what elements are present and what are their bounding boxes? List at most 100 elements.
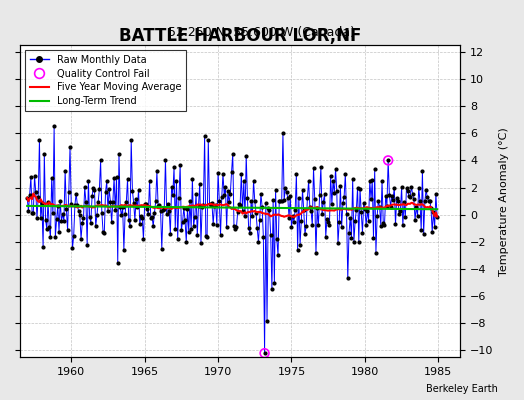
Point bbox=[291, 207, 299, 213]
Point bbox=[359, 200, 368, 206]
Point bbox=[161, 156, 170, 163]
Point bbox=[392, 195, 401, 201]
Point bbox=[174, 195, 183, 201]
Point bbox=[117, 212, 126, 218]
Point bbox=[59, 211, 67, 218]
Point bbox=[297, 218, 305, 224]
Point bbox=[283, 195, 292, 202]
Point bbox=[352, 207, 361, 213]
Point bbox=[384, 157, 392, 164]
Point bbox=[265, 207, 274, 213]
Point bbox=[116, 204, 124, 211]
Point bbox=[416, 198, 424, 204]
Point bbox=[126, 223, 134, 229]
Point bbox=[390, 184, 398, 191]
Point bbox=[230, 223, 238, 229]
Point bbox=[27, 174, 35, 180]
Point bbox=[258, 204, 266, 210]
Point bbox=[48, 175, 56, 182]
Point bbox=[158, 246, 166, 252]
Point bbox=[44, 199, 52, 205]
Point bbox=[203, 234, 211, 240]
Point bbox=[346, 214, 354, 221]
Point bbox=[238, 208, 247, 214]
Point bbox=[351, 218, 359, 225]
Point bbox=[433, 214, 441, 220]
Point bbox=[184, 229, 193, 235]
Point bbox=[413, 213, 422, 219]
Point bbox=[23, 195, 31, 201]
Point bbox=[325, 222, 334, 229]
Point bbox=[128, 188, 137, 194]
Point bbox=[195, 180, 204, 187]
Point bbox=[234, 209, 242, 216]
Point bbox=[208, 200, 216, 207]
Point bbox=[301, 230, 309, 237]
Point bbox=[391, 221, 400, 228]
Point bbox=[147, 215, 155, 222]
Point bbox=[88, 193, 96, 200]
Point bbox=[368, 177, 376, 184]
Point bbox=[298, 186, 307, 193]
Point bbox=[180, 205, 188, 211]
Point bbox=[302, 223, 310, 230]
Point bbox=[68, 245, 77, 252]
Point bbox=[170, 164, 178, 170]
Point bbox=[89, 185, 97, 191]
Point bbox=[24, 208, 32, 214]
Point bbox=[432, 190, 440, 197]
Point bbox=[410, 196, 418, 203]
Point bbox=[181, 217, 189, 224]
Point bbox=[296, 241, 304, 248]
Point bbox=[378, 178, 386, 184]
Point bbox=[92, 223, 100, 229]
Legend: Raw Monthly Data, Quality Control Fail, Five Year Moving Average, Long-Term Tren: Raw Monthly Data, Quality Control Fail, … bbox=[25, 50, 186, 111]
Point bbox=[356, 186, 364, 192]
Point bbox=[412, 204, 420, 210]
Point bbox=[217, 194, 226, 200]
Y-axis label: Temperature Anomaly (°C): Temperature Anomaly (°C) bbox=[499, 127, 509, 276]
Point bbox=[236, 202, 244, 208]
Point bbox=[285, 215, 293, 221]
Point bbox=[38, 200, 46, 206]
Point bbox=[178, 218, 187, 225]
Point bbox=[418, 168, 427, 174]
Point bbox=[90, 187, 99, 193]
Point bbox=[202, 232, 210, 239]
Point bbox=[389, 197, 397, 203]
Point bbox=[162, 210, 171, 217]
Point bbox=[194, 202, 203, 209]
Point bbox=[104, 207, 112, 214]
Point bbox=[287, 224, 296, 230]
Point bbox=[209, 221, 217, 228]
Point bbox=[136, 220, 144, 227]
Point bbox=[341, 171, 350, 177]
Point bbox=[86, 219, 95, 226]
Point bbox=[303, 195, 312, 201]
Point bbox=[165, 208, 173, 214]
Point bbox=[73, 202, 82, 208]
Point bbox=[160, 206, 168, 212]
Point bbox=[312, 250, 320, 256]
Point bbox=[45, 224, 53, 230]
Point bbox=[34, 194, 42, 200]
Point bbox=[259, 233, 268, 240]
Point bbox=[159, 207, 167, 214]
Point bbox=[260, 350, 269, 356]
Point bbox=[260, 350, 269, 356]
Point bbox=[315, 192, 324, 198]
Point bbox=[372, 249, 380, 256]
Point bbox=[253, 225, 261, 232]
Point bbox=[101, 189, 110, 196]
Point bbox=[406, 194, 414, 200]
Point bbox=[50, 123, 58, 130]
Point bbox=[242, 152, 250, 159]
Point bbox=[339, 200, 347, 206]
Point bbox=[81, 184, 89, 190]
Point bbox=[172, 178, 181, 185]
Point bbox=[289, 213, 297, 220]
Point bbox=[261, 200, 270, 206]
Point bbox=[205, 201, 214, 208]
Point bbox=[119, 246, 128, 253]
Point bbox=[396, 208, 405, 214]
